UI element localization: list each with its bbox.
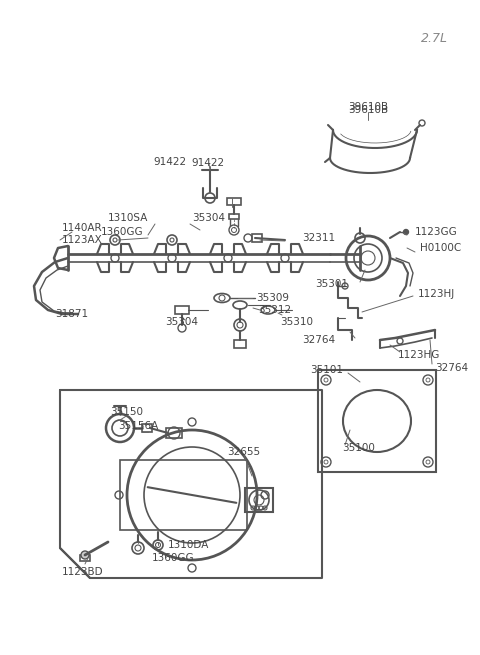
Text: 35312: 35312 — [258, 305, 291, 315]
Bar — [142, 424, 152, 432]
Text: 35309: 35309 — [256, 293, 289, 303]
Text: 32764: 32764 — [435, 363, 468, 373]
Text: 1360GG: 1360GG — [100, 227, 143, 237]
Text: 2.7L: 2.7L — [421, 31, 448, 45]
Text: 39610B: 39610B — [348, 102, 388, 112]
Bar — [175, 306, 189, 314]
Text: 31871: 31871 — [55, 309, 88, 319]
Text: 35156A: 35156A — [118, 421, 158, 431]
Bar — [229, 214, 239, 219]
Text: 35304: 35304 — [192, 213, 225, 223]
Bar — [245, 488, 273, 512]
Text: 1123AX: 1123AX — [62, 235, 103, 245]
Text: 35100: 35100 — [342, 443, 375, 453]
Text: 32311: 32311 — [302, 233, 335, 243]
Bar — [227, 198, 241, 205]
Text: 1123HG: 1123HG — [398, 350, 440, 360]
Circle shape — [404, 229, 408, 234]
Bar — [252, 234, 262, 242]
Text: 1310DA: 1310DA — [168, 540, 209, 550]
Circle shape — [81, 551, 89, 559]
Text: 1140AR: 1140AR — [62, 223, 103, 233]
Text: 35101: 35101 — [310, 365, 343, 375]
Text: 35304: 35304 — [165, 317, 198, 327]
Text: 1123GG: 1123GG — [415, 227, 458, 237]
Text: 1123BD: 1123BD — [62, 567, 104, 577]
Text: 35310: 35310 — [280, 317, 313, 327]
Text: 91422: 91422 — [154, 157, 187, 167]
Bar — [318, 370, 436, 472]
Text: 35150: 35150 — [110, 407, 143, 417]
Text: 35301: 35301 — [315, 279, 348, 289]
Bar — [120, 460, 247, 530]
Text: 1310SA: 1310SA — [108, 213, 148, 223]
Bar — [80, 555, 90, 561]
Text: 32655: 32655 — [228, 447, 261, 457]
Text: 39610B: 39610B — [348, 105, 388, 115]
Text: H0100C: H0100C — [420, 243, 461, 253]
Text: 32764: 32764 — [302, 335, 335, 345]
Bar — [234, 340, 246, 348]
Text: 1360GG: 1360GG — [152, 553, 194, 563]
Bar — [166, 428, 182, 438]
Text: 91422: 91422 — [191, 158, 224, 168]
Text: 1123HJ: 1123HJ — [418, 289, 455, 299]
